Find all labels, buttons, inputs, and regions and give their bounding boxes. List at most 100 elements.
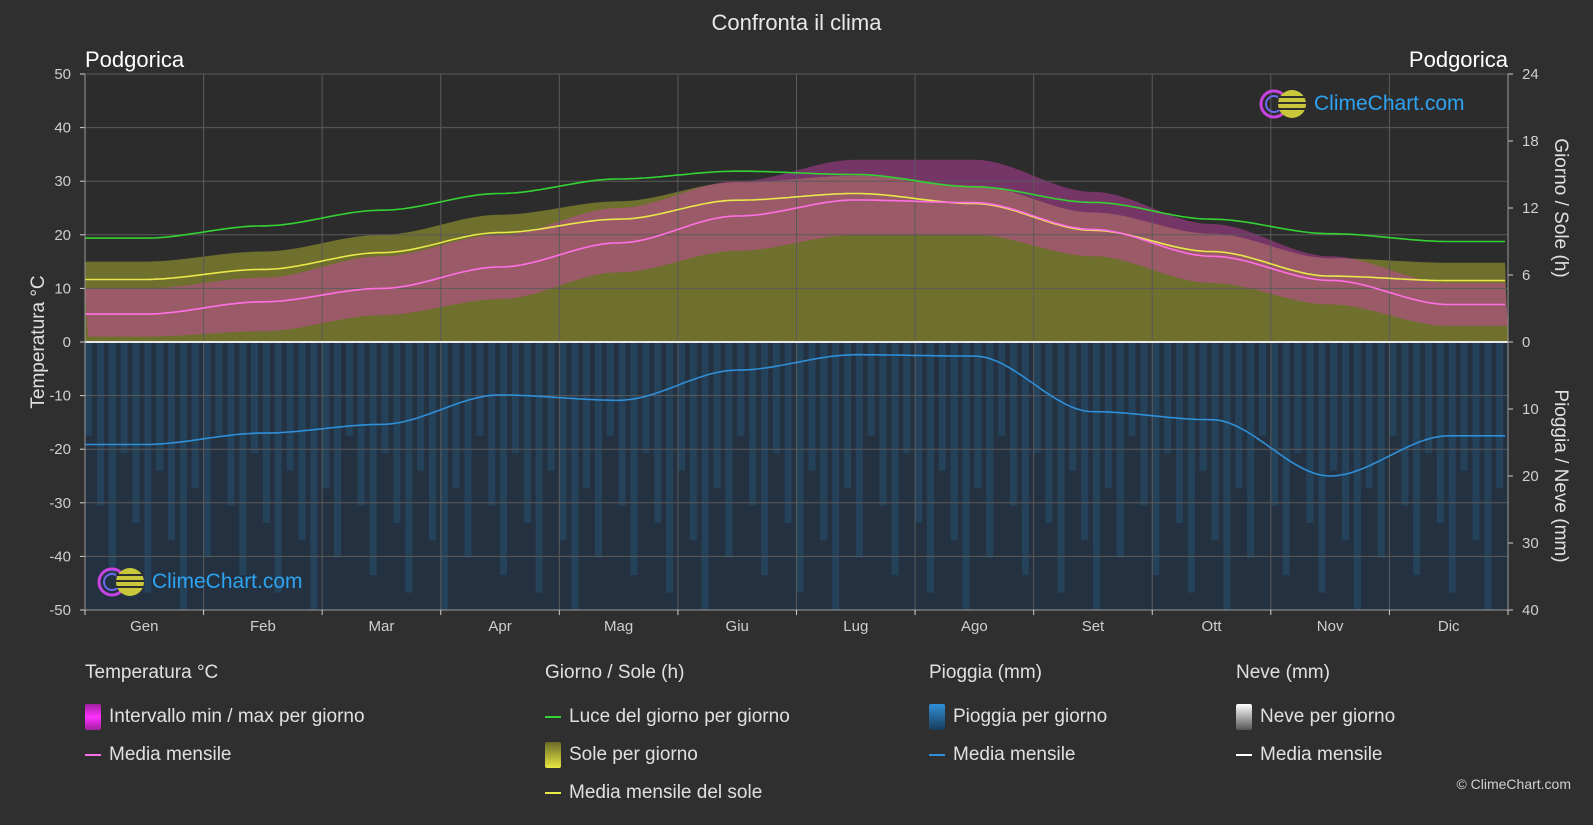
rain-daily-bar: [1413, 342, 1421, 576]
daylight-swatch: [545, 716, 561, 718]
legend-temp-mean: Media mensile: [85, 736, 365, 774]
rain-daily-bar: [950, 342, 958, 541]
rain-daily-bar: [1045, 342, 1053, 523]
chart-title: Confronta il clima: [711, 10, 882, 35]
rain-daily-bar: [1010, 342, 1018, 506]
rain-daily-bar: [322, 342, 330, 489]
temperature-mean-line: [85, 199, 1505, 315]
rain-daily-bar: [345, 342, 353, 436]
right-hours-tick-label: 18: [1522, 133, 1539, 150]
sun-mean-swatch: [545, 792, 561, 794]
rain-daily-bar: [1484, 342, 1492, 610]
rain-daily-bar: [1294, 342, 1302, 454]
rain-daily-bar: [547, 342, 555, 471]
rain-daily-bar: [594, 342, 602, 558]
left-tick-label: -10: [49, 388, 71, 405]
rain-daily-bar: [156, 342, 164, 471]
month-label: Giu: [726, 618, 749, 635]
city-right-label: Podgorica: [1408, 47, 1508, 72]
left-tick-label: 20: [54, 227, 71, 244]
rain-swatch: [929, 704, 945, 730]
month-label: Mag: [604, 618, 633, 635]
rain-daily-bar: [227, 342, 235, 506]
rain-daily-bar: [1259, 342, 1267, 436]
rain-daily-bar: [1496, 342, 1504, 489]
rain-daily-bar: [571, 342, 579, 610]
rain-daily-bar: [1353, 342, 1361, 610]
legend-rain: Pioggia (mm) Pioggia per giorno Media me…: [929, 662, 1107, 774]
right-hours-tick-label: 12: [1522, 200, 1539, 217]
rain-daily-bar: [820, 342, 828, 541]
rain-daily-bar: [843, 342, 851, 489]
rain-daily-bar: [559, 342, 567, 541]
rain-daily-bar: [654, 342, 662, 523]
rain-daily-bar: [334, 342, 342, 558]
rain-daily-bar: [500, 342, 508, 576]
legend-temp-range: Intervallo min / max per giorno: [85, 698, 365, 736]
rain-daily-bar: [998, 342, 1006, 436]
logo-text: ClimeChart.com: [1314, 92, 1465, 115]
rain-daily-bar: [725, 342, 733, 558]
rain-daily-bar: [1057, 342, 1065, 593]
rain-daily-bar: [405, 342, 413, 593]
rain-mean-line: [85, 353, 1505, 477]
rain-daily-bar: [749, 342, 757, 506]
rain-daily-bar: [191, 342, 199, 489]
month-label: Gen: [130, 618, 158, 635]
legend-sun-mean-label: Media mensile del sole: [569, 782, 763, 803]
rain-daily-bar: [1472, 342, 1480, 541]
rain-daily-bar: [85, 342, 93, 436]
rain-daily-bar: [891, 342, 899, 576]
rain-daily-bar: [855, 342, 863, 558]
rain-daily-bar: [1425, 342, 1433, 454]
legend-snow: Neve (mm) Neve per giorno Media mensile: [1236, 662, 1395, 774]
rain-daily-bar: [310, 342, 318, 610]
legend-temperature-header: Temperatura °C: [85, 662, 219, 683]
logo-bottom[interactable]: ClimeChart.com: [96, 566, 303, 598]
legend-daylight: Luce del giorno per giorno: [545, 698, 790, 736]
rain-daily-bar: [168, 342, 176, 541]
rain-daily-bar: [476, 342, 484, 436]
rain-daily-bar: [1223, 342, 1231, 610]
snow-mean-swatch: [1236, 754, 1252, 756]
rain-daily-bar: [618, 342, 626, 506]
climechart-logo-icon: [97, 567, 144, 597]
legend-snow-header: Neve (mm): [1236, 662, 1330, 683]
rain-daily-bar: [1140, 342, 1148, 506]
right-hours-tick-label: 0: [1522, 334, 1530, 351]
left-tick-label: -30: [49, 495, 71, 512]
city-left-label: Podgorica: [85, 47, 185, 72]
rain-daily-bar: [96, 342, 104, 506]
legend-rain-mean-label: Media mensile: [953, 744, 1076, 765]
rain-daily-bar: [1081, 342, 1089, 541]
rain-daily-bar: [879, 342, 887, 506]
legend-snow-daily-label: Neve per giorno: [1260, 706, 1396, 727]
legend-sunshine: Sole per giorno: [545, 736, 790, 774]
right-mm-tick-label: 20: [1522, 468, 1539, 485]
rain-daily-bar: [915, 342, 923, 523]
legend-rain-daily-label: Pioggia per giorno: [953, 706, 1108, 727]
rain-daily-bar: [962, 342, 970, 610]
legend-temp-mean-label: Media mensile: [109, 744, 232, 765]
rain-daily-bar: [1270, 342, 1278, 506]
rain-daily-bar: [1401, 342, 1409, 506]
rain-daily-bar: [974, 342, 982, 489]
month-label: Lug: [843, 618, 868, 635]
rain-daily-bar: [215, 342, 223, 436]
month-label: Ott: [1202, 618, 1223, 635]
sunshine-swatch: [545, 742, 561, 768]
rain-daily-bar: [203, 342, 211, 558]
legend-snow-mean-label: Media mensile: [1260, 744, 1383, 765]
rain-daily-bar: [737, 342, 745, 436]
rain-daily-bar: [1460, 342, 1468, 471]
rain-daily-bar: [1365, 342, 1373, 489]
legend-snow-daily: Neve per giorno: [1236, 698, 1395, 736]
rain-daily-bar: [369, 342, 377, 576]
left-tick-label: -50: [49, 602, 71, 619]
logo-top[interactable]: ClimeChart.com: [1258, 88, 1465, 120]
rain-daily-bar: [867, 342, 875, 436]
rain-daily-bar: [1211, 342, 1219, 541]
rain-daily-bar: [298, 342, 306, 541]
right-mm-tick-label: 40: [1522, 602, 1539, 619]
rain-daily-bar: [357, 342, 365, 506]
